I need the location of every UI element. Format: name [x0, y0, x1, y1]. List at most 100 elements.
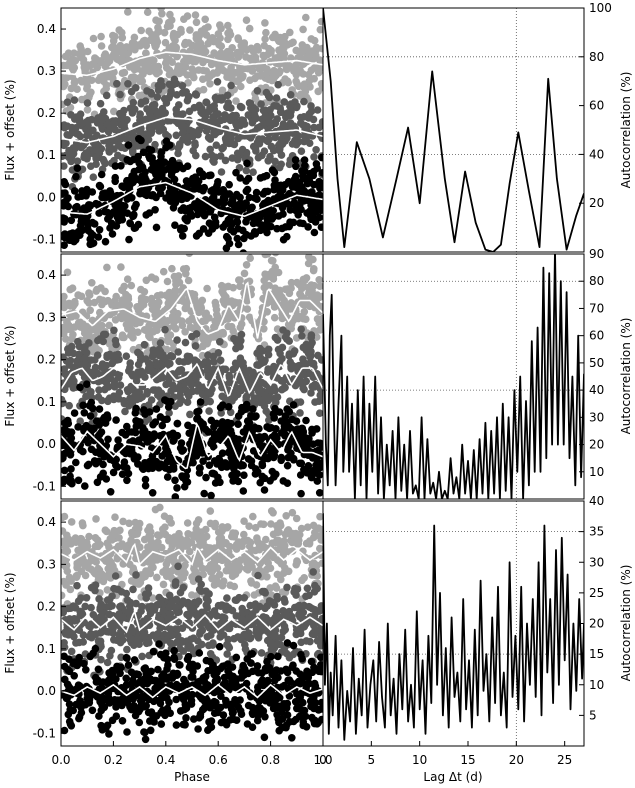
- data-point: [81, 66, 89, 75]
- data-point: [72, 639, 80, 647]
- data-point: [103, 208, 112, 217]
- data-point: [277, 633, 286, 642]
- data-point: [101, 237, 110, 246]
- data-point: [199, 225, 208, 233]
- data-point: [84, 438, 92, 447]
- data-point: [159, 267, 168, 276]
- data-point: [81, 602, 89, 611]
- data-point: [169, 554, 178, 562]
- data-point: [247, 412, 255, 420]
- data-point: [208, 641, 217, 649]
- data-point: [196, 621, 205, 629]
- data-point: [174, 617, 183, 626]
- data-point: [240, 234, 248, 243]
- data-point: [300, 359, 308, 367]
- data-point: [122, 299, 131, 307]
- data-point: [110, 107, 118, 116]
- data-point: [113, 443, 122, 452]
- data-point: [132, 417, 140, 425]
- data-point: [296, 219, 304, 227]
- data-point: [134, 152, 142, 161]
- data-point: [216, 356, 225, 365]
- data-point: [108, 602, 116, 610]
- data-point: [242, 261, 251, 269]
- data-point: [264, 157, 273, 165]
- data-point: [302, 416, 310, 425]
- acf-line: [323, 254, 584, 499]
- data-point: [288, 508, 297, 517]
- data-point: [123, 476, 131, 485]
- data-point: [116, 381, 125, 390]
- data-point: [188, 65, 196, 73]
- data-point: [270, 437, 278, 446]
- data-point: [317, 17, 323, 26]
- data-point: [69, 66, 77, 74]
- data-point: [99, 577, 108, 586]
- data-point: [211, 298, 220, 307]
- data-point: [232, 299, 241, 307]
- data-point: [169, 204, 178, 212]
- data-point: [275, 140, 284, 149]
- data-point: [221, 300, 229, 308]
- data-point: [250, 128, 259, 136]
- data-point: [216, 457, 224, 465]
- data-point: [89, 34, 98, 43]
- data-point: [103, 586, 112, 594]
- data-point: [217, 534, 226, 542]
- data-point: [118, 428, 126, 437]
- data-point: [184, 39, 193, 47]
- data-point: [134, 306, 143, 315]
- data-point: [127, 87, 136, 96]
- data-point: [270, 313, 279, 322]
- data-point: [302, 13, 310, 22]
- data-point: [317, 80, 323, 88]
- data-point: [228, 44, 236, 52]
- data-point: [120, 49, 128, 58]
- data-point: [237, 386, 245, 395]
- data-point: [138, 464, 147, 472]
- data-point: [77, 45, 85, 53]
- data-point: [186, 26, 194, 34]
- data-point: [183, 398, 192, 407]
- data-point: [246, 601, 254, 610]
- data-point: [129, 212, 137, 221]
- data-point: [242, 16, 251, 25]
- data-point: [237, 407, 246, 416]
- data-point: [209, 187, 218, 195]
- data-point: [168, 264, 176, 273]
- data-point: [285, 350, 294, 358]
- data-point: [89, 239, 98, 247]
- data-point: [205, 461, 214, 470]
- y-tick-label: 0.2: [37, 353, 56, 367]
- data-point: [151, 177, 160, 185]
- y-tick-label: 0.3: [37, 64, 56, 78]
- data-point: [161, 38, 170, 47]
- data-point: [165, 603, 173, 611]
- data-point: [132, 599, 140, 608]
- data-point: [169, 32, 178, 40]
- data-point: [250, 111, 259, 119]
- data-point: [298, 576, 306, 585]
- data-point: [157, 291, 165, 299]
- data-point: [269, 509, 277, 517]
- data-point: [109, 468, 118, 477]
- data-point: [289, 426, 297, 434]
- data-point: [148, 489, 157, 497]
- data-point: [264, 350, 273, 359]
- data-point: [276, 357, 284, 366]
- data-point: [124, 80, 132, 88]
- data-point: [309, 568, 318, 576]
- data-point: [70, 96, 79, 104]
- data-point: [258, 433, 266, 442]
- data-point: [207, 568, 215, 576]
- data-point: [171, 493, 180, 499]
- data-point: [146, 534, 154, 542]
- data-point: [296, 409, 304, 417]
- data-point: [213, 181, 221, 190]
- data-point: [252, 581, 261, 589]
- data-point: [210, 158, 218, 166]
- data-point: [75, 228, 83, 237]
- data-point: [87, 388, 95, 396]
- data-point: [109, 358, 117, 367]
- data-point: [157, 182, 165, 191]
